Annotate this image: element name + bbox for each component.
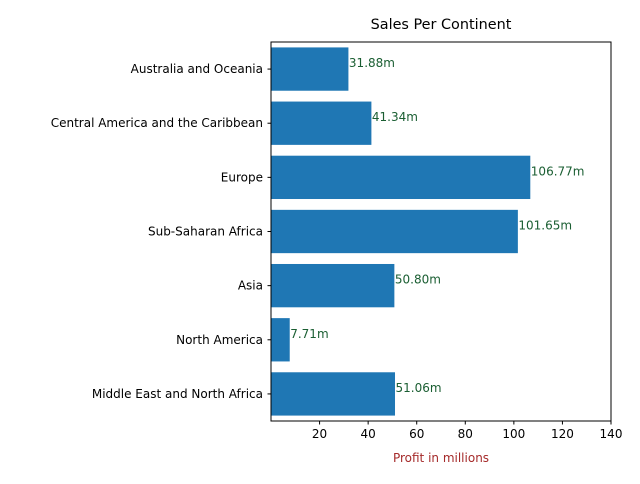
data-label-6: 51.06m [396, 381, 442, 395]
y-tick-label-1: Central America and the Caribbean [51, 116, 263, 130]
y-tick-label-6: Middle East and North Africa [92, 387, 263, 401]
data-label-3: 101.65m [518, 219, 572, 233]
bars-layer [271, 47, 531, 416]
bar-6 [271, 372, 396, 416]
bar-4 [271, 263, 395, 308]
y-tick-label-0: Australia and Oceania [131, 62, 263, 76]
chart-title: Sales Per Continent [371, 17, 512, 33]
y-tick-label-5: North America [176, 333, 263, 347]
data-label-0: 31.88m [349, 56, 395, 70]
data-labels-layer: 31.88m 41.34m 106.77m 101.65m 50.80m 7.71m 51.… [290, 56, 584, 395]
y-tick-label-4: Asia [238, 279, 263, 293]
x-tick-label-0: 20 [312, 427, 327, 441]
data-label-5: 7.71m [290, 327, 328, 341]
x-axis: 20 40 60 80 100 120 140 [312, 421, 623, 441]
data-label-1: 41.34m [372, 110, 418, 124]
x-tick-label-4: 100 [502, 427, 525, 441]
y-axis: Australia and Oceania Central America and… [51, 62, 271, 401]
data-label-4: 50.80m [395, 273, 441, 287]
x-tick-label-2: 60 [409, 427, 424, 441]
y-tick-label-3: Sub-Saharan Africa [148, 225, 263, 239]
bar-2 [271, 155, 531, 200]
bar-0 [271, 47, 349, 91]
x-tick-label-5: 120 [551, 427, 574, 441]
x-tick-label-6: 140 [600, 427, 623, 441]
x-axis-label: Profit in millions [393, 451, 489, 465]
data-label-2: 106.77m [531, 164, 585, 178]
x-tick-label-1: 40 [361, 427, 376, 441]
bar-1 [271, 101, 372, 145]
x-tick-label-3: 80 [458, 427, 473, 441]
plot-frame [270, 41, 612, 422]
bar-5 [271, 318, 290, 362]
bar-3 [271, 209, 518, 254]
y-tick-label-2: Europe [221, 170, 263, 184]
